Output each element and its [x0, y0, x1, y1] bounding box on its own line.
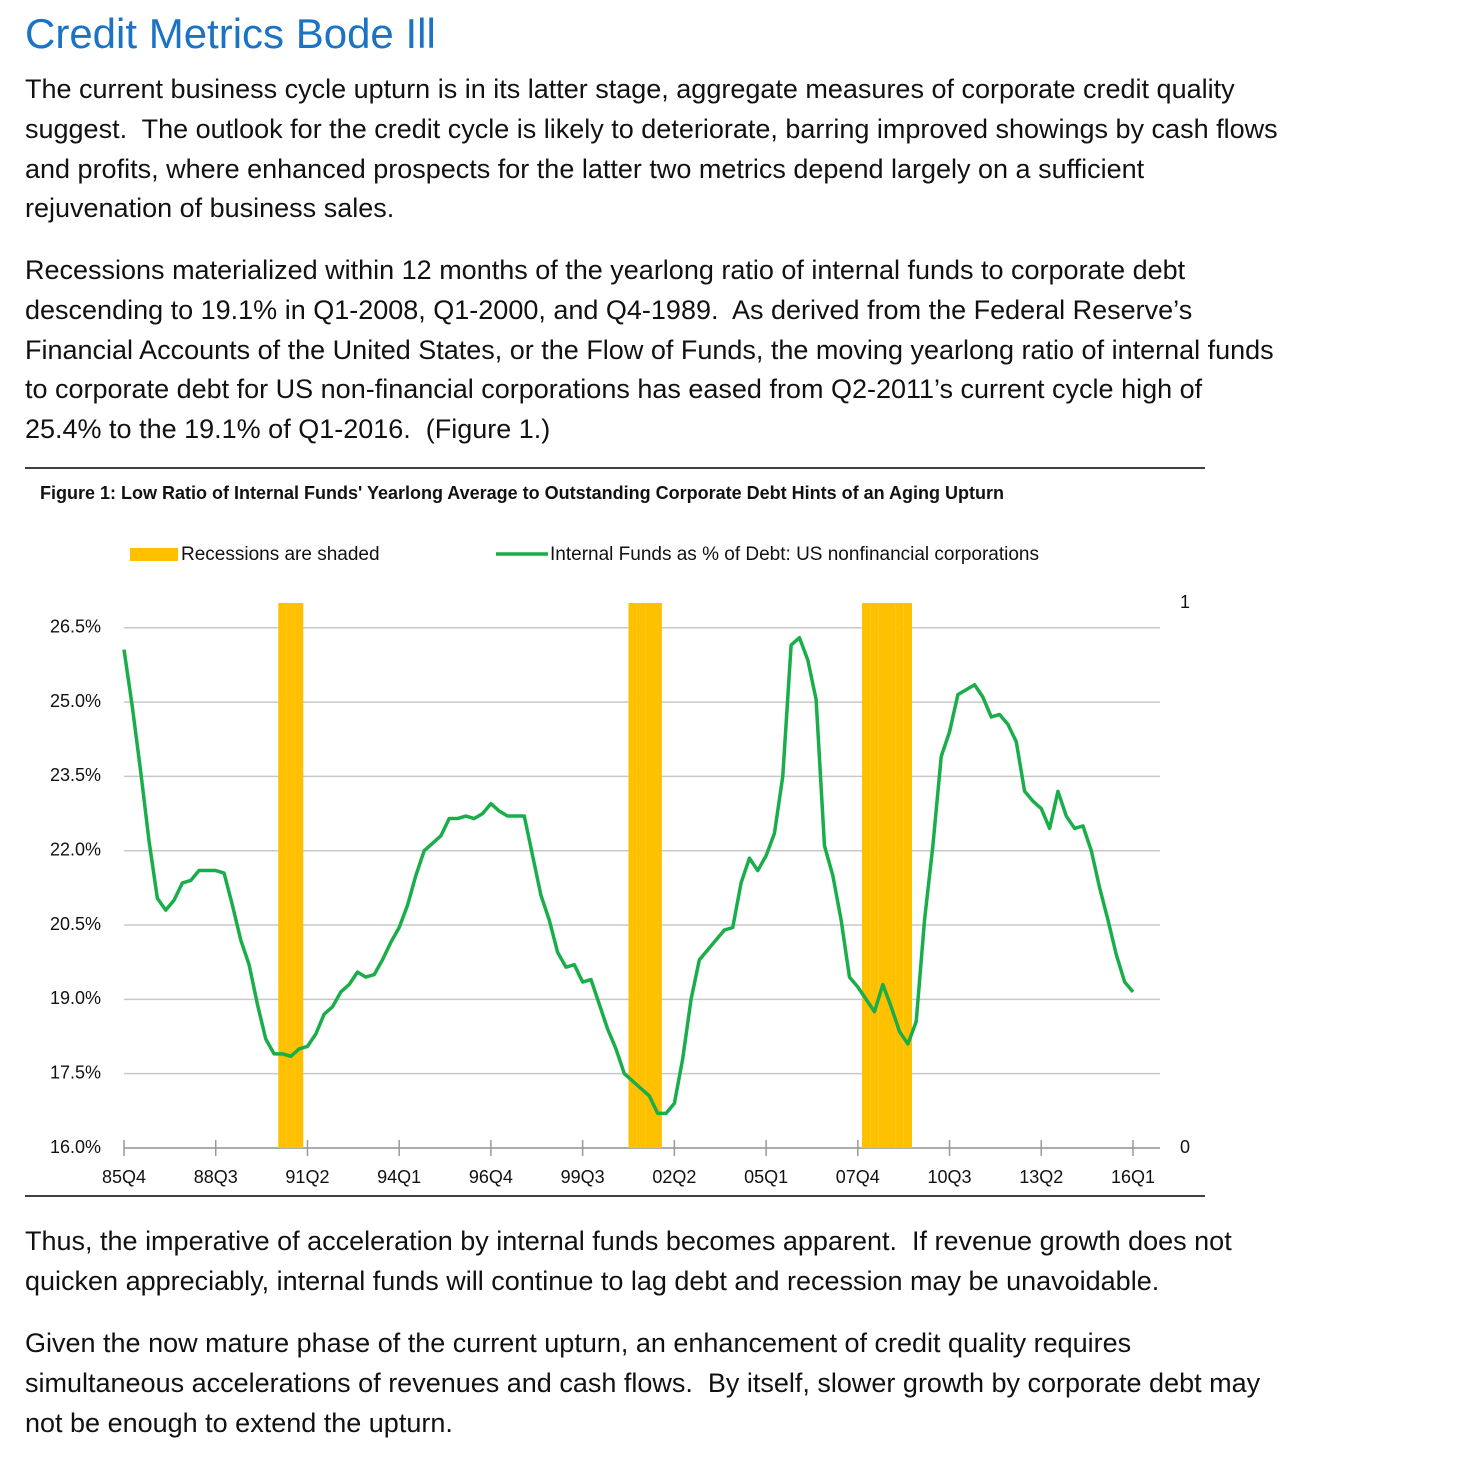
y2-tick-label: 1	[1180, 592, 1190, 612]
recession-bar	[628, 603, 637, 1148]
text-line: rejuvenation of business sales.	[25, 193, 395, 224]
x-tick-label: 16Q1	[1111, 1167, 1155, 1187]
recession-bar	[286, 603, 295, 1148]
x-tick-label: 91Q2	[285, 1167, 329, 1187]
text-line: Given the now mature phase of the curren…	[25, 1328, 1132, 1358]
y-tick-label: 16.0%	[50, 1137, 101, 1157]
recession-bar	[636, 603, 646, 1148]
text-line: descending to 19.1% in Q1-2008, Q1-2000,…	[25, 294, 1193, 325]
y-tick-label: 26.5%	[50, 617, 101, 637]
text-line: to corporate debt for US non-financial c…	[25, 374, 1203, 405]
text-line: Thus, the imperative of acceleration by …	[25, 1226, 1232, 1256]
x-tick-label: 85Q4	[102, 1167, 146, 1187]
data-line	[122, 635, 1135, 1116]
page-title: Credit Metrics Bode Ill	[25, 10, 436, 57]
text-line: simultaneous accelerations of revenues a…	[25, 1367, 1261, 1398]
recession-bar	[645, 603, 654, 1148]
recession-bar	[278, 603, 287, 1148]
x-tick-label: 02Q2	[652, 1167, 696, 1187]
y-tick-label: 25.0%	[50, 691, 101, 711]
legend-label: Internal Funds as % of Debt: US nonfinan…	[550, 544, 1039, 565]
y-tick-label: 20.5%	[50, 914, 101, 934]
figure-title: Figure 1: Low Ratio of Internal Funds' Y…	[40, 483, 1004, 503]
x-tick-label: 10Q3	[928, 1167, 972, 1187]
x-tick-label: 05Q1	[744, 1167, 788, 1187]
y-tick-label: 22.0%	[50, 839, 101, 859]
x-tick-label: 88Q3	[194, 1167, 238, 1187]
y-tick-label: 17.5%	[50, 1062, 101, 1082]
legend-swatch	[130, 548, 178, 561]
x-tick-label: 07Q4	[836, 1167, 880, 1187]
y2-tick-label: 0	[1180, 1137, 1190, 1157]
x-tick-label: 99Q3	[561, 1167, 605, 1187]
text-line: not be enough to extend the upturn.	[25, 1407, 453, 1438]
text-line: suggest. The outlook for the credit cycl…	[25, 113, 1278, 144]
x-tick-label: 96Q4	[469, 1167, 513, 1187]
x-tick-label: 13Q2	[1019, 1167, 1063, 1187]
y-tick-label: 23.5%	[50, 765, 101, 785]
x-tick-label: 94Q1	[377, 1167, 421, 1187]
text-line: 25.4% to the 19.1% of Q1-2016. (Figure 1…	[25, 414, 551, 445]
recession-bar	[903, 603, 913, 1148]
recession-bar	[653, 603, 662, 1148]
recession-bar	[887, 603, 896, 1148]
text-line: Recessions materialized within 12 months…	[25, 255, 1186, 285]
text-line: quicken appreciably, internal funds will…	[25, 1265, 1160, 1296]
legend-label: Recessions are shaded	[181, 544, 380, 565]
recession-bar	[878, 603, 888, 1148]
text-line: The current business cycle upturn is in …	[25, 74, 1235, 104]
text-line: and profits, where enhanced prospects fo…	[25, 153, 1145, 184]
recession-bar	[870, 603, 879, 1148]
y-tick-label: 19.0%	[50, 988, 101, 1008]
recession-bar	[861, 603, 871, 1148]
recession-bar	[294, 603, 304, 1148]
recession-bar	[895, 603, 904, 1148]
text-line: Financial Accounts of the United States,…	[25, 334, 1274, 365]
